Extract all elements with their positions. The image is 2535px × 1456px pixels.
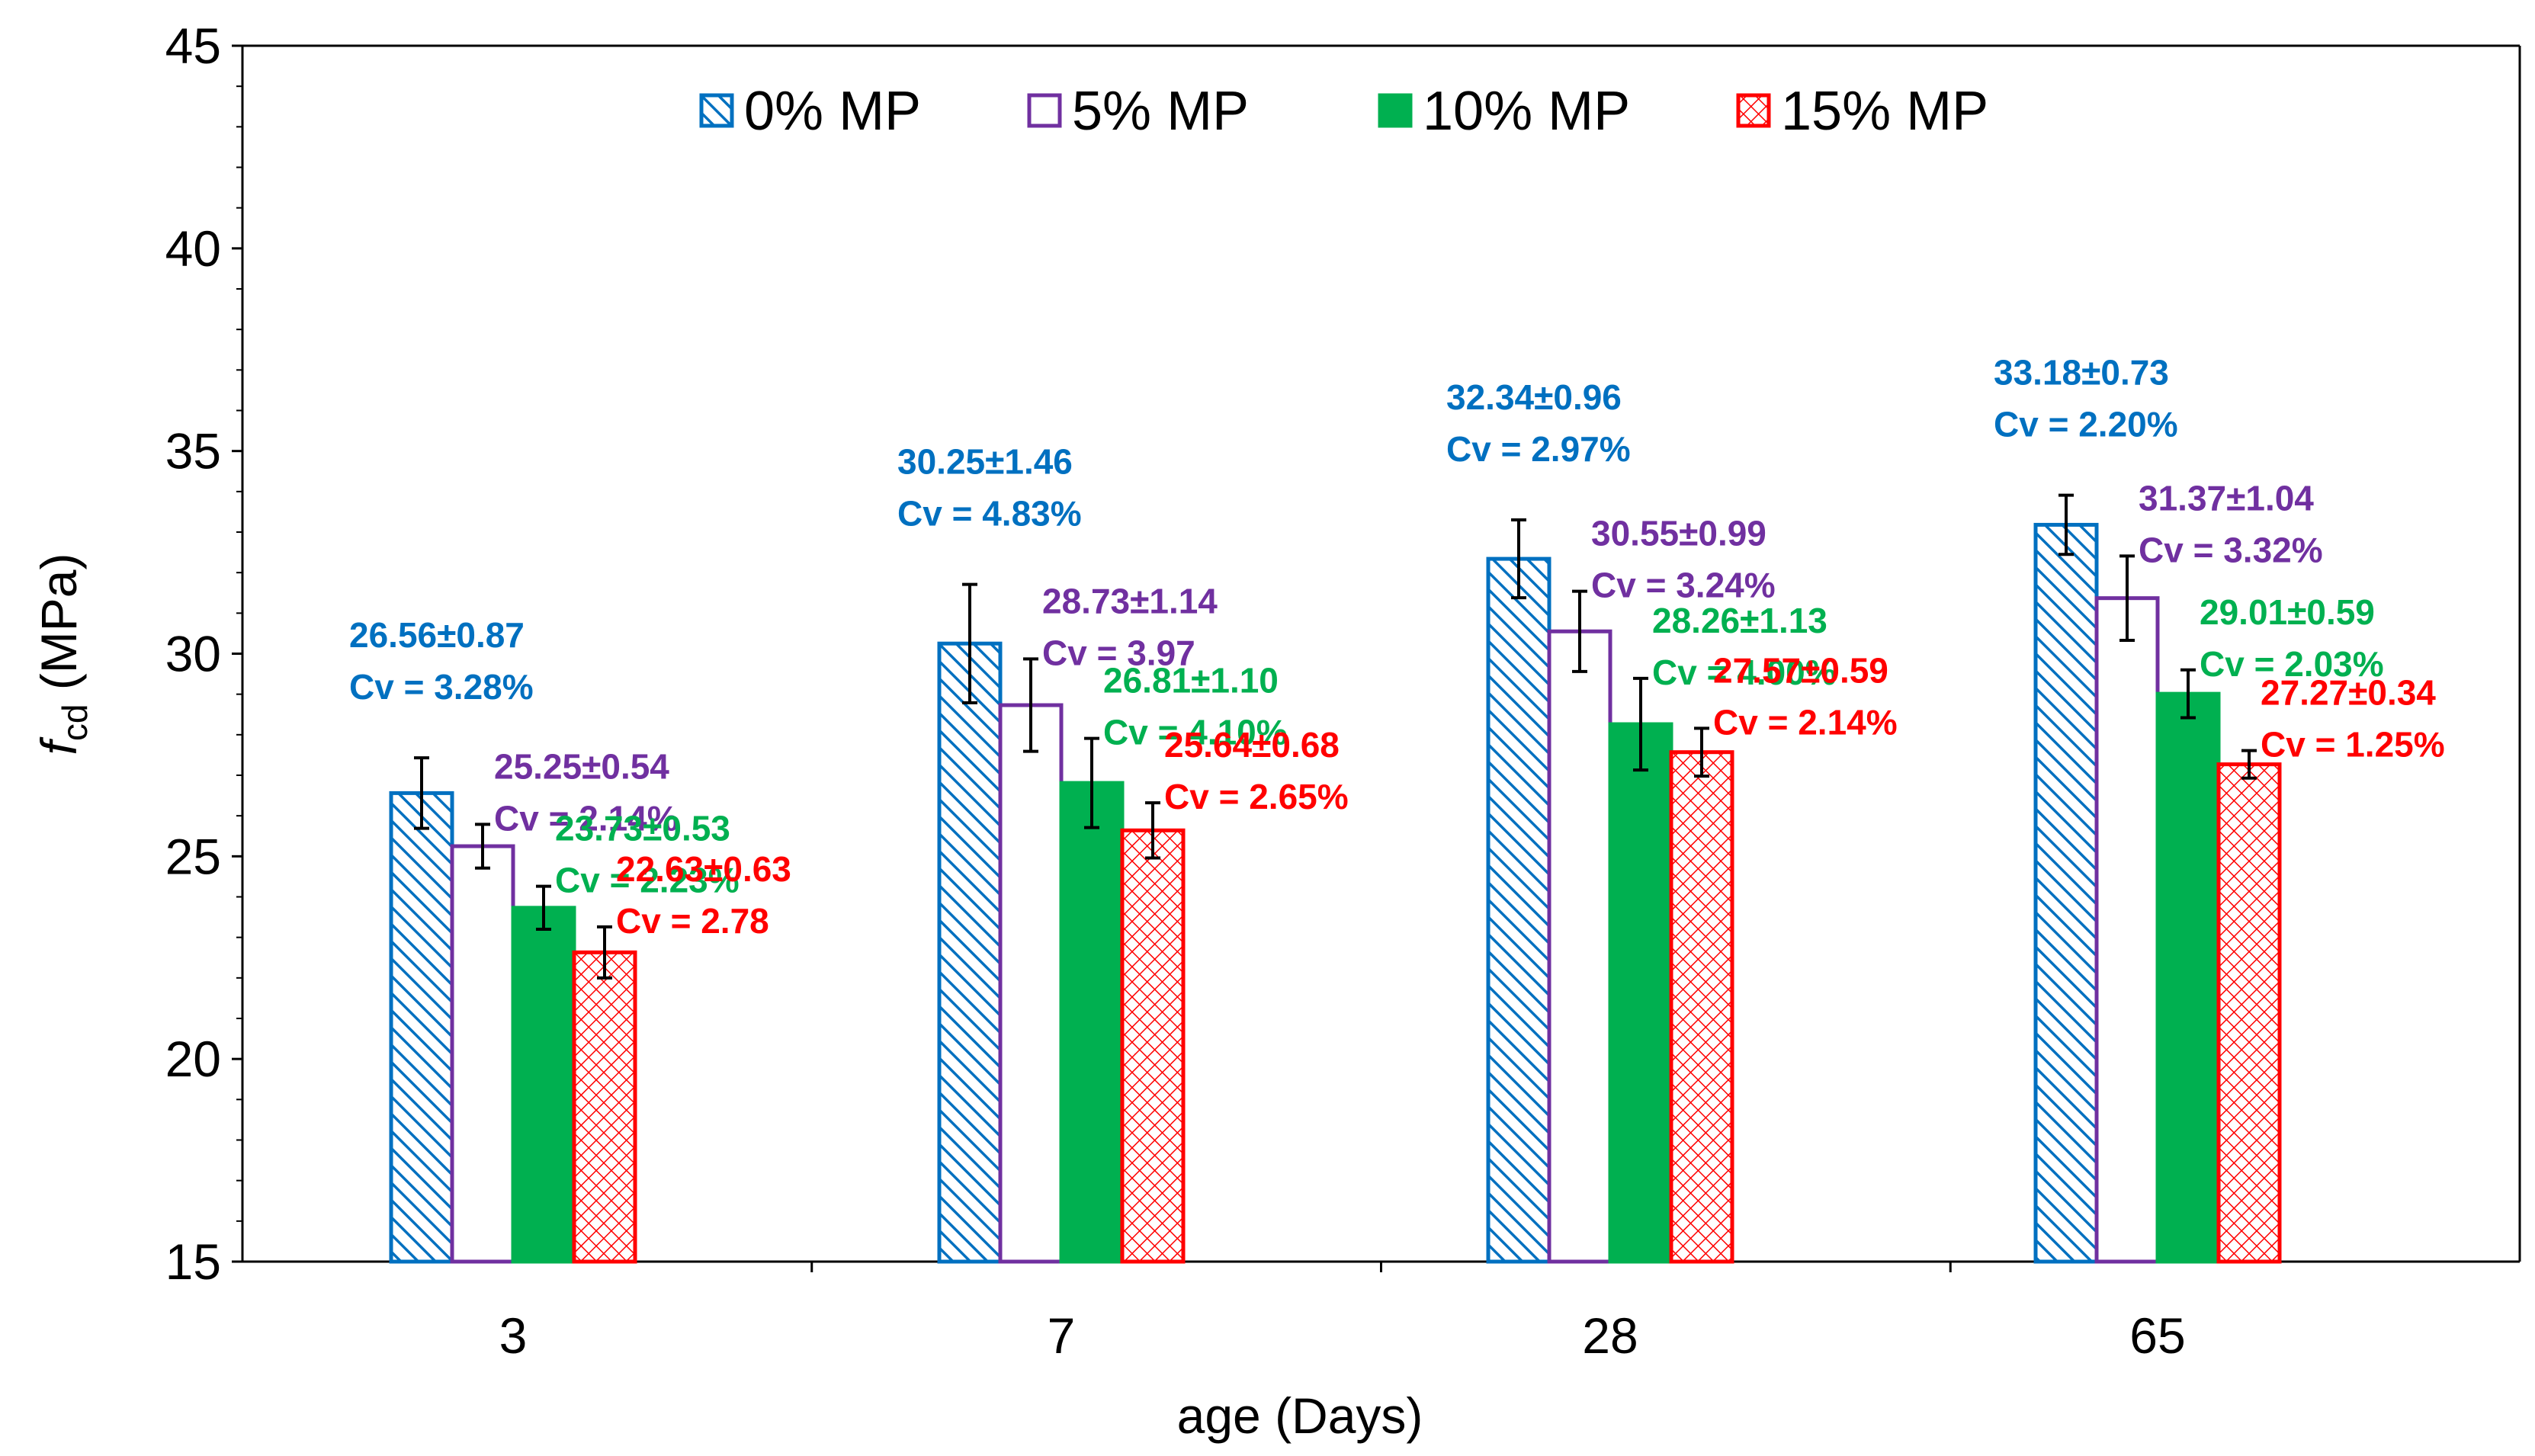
data-label: Cv = 2.23% <box>555 861 740 900</box>
legend-label: 15% MP <box>1781 81 1988 142</box>
data-label: 22.63±0.63 <box>616 849 791 889</box>
data-label: Cv = 2.20% <box>1994 405 2178 444</box>
y-axis-ticks: 15 20 25 30 35 40 45 <box>165 18 242 1290</box>
y-axis-title-subscript: cd <box>55 704 95 742</box>
error-bars <box>414 493 2257 980</box>
data-label: 33.18±0.73 <box>1994 353 2169 393</box>
data-label: Cv = 4.00% <box>1652 653 1837 692</box>
data-label: Cv = 2.78 <box>616 901 769 941</box>
bar-series <box>389 522 2282 1264</box>
data-label: 26.56±0.87 <box>349 615 525 655</box>
y-tick-label: 20 <box>165 1031 221 1087</box>
data-label: 28.26±1.13 <box>1652 601 1827 640</box>
bar-0-mpday-28 <box>1486 556 1551 1264</box>
data-label: Cv = 3.97 <box>1042 633 1195 672</box>
legend-swatch <box>1378 93 1413 128</box>
data-label: 25.25±0.54 <box>494 746 669 786</box>
y-tick-label: 45 <box>165 18 221 74</box>
data-label: 27.57±0.59 <box>1713 650 1888 690</box>
data-label: 30.55±0.99 <box>1591 514 1766 553</box>
data-label: 23.73±0.53 <box>555 809 730 848</box>
bar-0-mpday-3 <box>389 791 454 1264</box>
data-label: 26.81±1.10 <box>1103 661 1279 701</box>
data-label: Cv = 2.14% <box>1713 702 1898 742</box>
data-label: 30.25±1.46 <box>897 442 1073 482</box>
data-label: 29.01±0.59 <box>2200 592 2375 632</box>
bar-10-mpday-28 <box>1608 722 1673 1264</box>
data-label: 25.64±0.68 <box>1164 725 1340 765</box>
data-label: Cv = 1.25% <box>2261 725 2445 765</box>
legend-label: 10% MP <box>1423 81 1630 142</box>
bar-5-mpday-28 <box>1547 629 1612 1264</box>
legend-label: 5% MP <box>1072 81 1249 142</box>
y-tick-label: 30 <box>165 626 221 682</box>
data-label: 28.73±1.14 <box>1042 581 1218 621</box>
data-label: Cv = 3.28% <box>349 667 534 707</box>
data-label: Cv = 4.10% <box>1103 713 1288 752</box>
data-label: Cv = 2.97% <box>1446 429 1631 469</box>
x-axis-title: age (Days) <box>1177 1387 1423 1444</box>
bar-5-mpday-3 <box>450 844 515 1264</box>
y-tick-label: 15 <box>165 1233 221 1290</box>
bar-10-mpday-3 <box>511 906 576 1264</box>
data-label: 32.34±0.96 <box>1446 377 1622 417</box>
data-label: Cv = 2.65% <box>1164 777 1349 816</box>
y-axis-title-unit: (MPa) <box>30 553 87 704</box>
bar-15-mpday-7 <box>1120 828 1186 1264</box>
x-axis-ticks: 3 7 28 65 <box>499 1262 2186 1364</box>
data-label: Cv = 2.03% <box>2200 644 2384 684</box>
bar-0-mpday-7 <box>937 641 1003 1264</box>
bar-15-mpday-3 <box>572 950 637 1264</box>
legend-swatch <box>699 93 734 128</box>
bar-5-mpday-7 <box>998 703 1064 1264</box>
y-tick-label: 25 <box>165 828 221 884</box>
x-tick-label: 28 <box>1582 1307 1638 1364</box>
data-label: Cv = 4.83% <box>897 494 1082 534</box>
legend-swatch <box>1027 93 1062 128</box>
data-label: 31.37±1.04 <box>2139 478 2314 518</box>
legend: 0% MP 5% MP 10% MP 15% MP <box>699 81 1988 142</box>
bar-15-mpday-65 <box>2216 762 2282 1264</box>
bar-10-mpday-7 <box>1059 781 1125 1264</box>
y-tick-label: 40 <box>165 220 221 277</box>
y-tick-label: 35 <box>165 423 221 479</box>
x-tick-label: 3 <box>499 1307 528 1364</box>
bar-0-mpday-65 <box>2033 522 2099 1264</box>
x-tick-label: 65 <box>2129 1307 2185 1364</box>
legend-label: 0% MP <box>744 81 921 142</box>
y-axis-title: fcd (MPa) <box>30 553 95 755</box>
data-label: Cv = 3.24% <box>1591 566 1776 605</box>
data-labels: 26.56±0.87 Cv = 3.28% 30.25±1.46 Cv = 4.83%… <box>349 353 2445 941</box>
legend-swatch <box>1736 93 1771 128</box>
bar-5-mpday-65 <box>2094 596 2160 1264</box>
data-label: Cv = 3.32% <box>2139 530 2323 569</box>
bar-15-mpday-28 <box>1669 750 1734 1264</box>
bar-10-mpday-65 <box>2155 691 2221 1264</box>
x-tick-label: 7 <box>1048 1307 1076 1364</box>
data-label: 27.27±0.34 <box>2261 673 2436 713</box>
data-label: Cv = 2.14% <box>494 798 679 838</box>
